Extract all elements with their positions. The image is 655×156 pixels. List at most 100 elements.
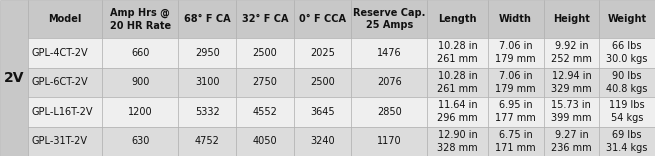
- Bar: [102, 38, 178, 68]
- Text: 2025: 2025: [310, 48, 335, 58]
- Text: Width: Width: [499, 14, 532, 24]
- Text: Reserve Cap.
25 Amps: Reserve Cap. 25 Amps: [353, 8, 426, 30]
- Text: 6.95 in
177 mm: 6.95 in 177 mm: [495, 100, 536, 123]
- Bar: [427, 97, 488, 127]
- Bar: [178, 97, 236, 127]
- Bar: [28, 127, 102, 156]
- Bar: [544, 0, 599, 38]
- Text: 0° F CCA: 0° F CCA: [299, 14, 346, 24]
- Bar: [0, 0, 28, 156]
- Text: 10.28 in
261 mm: 10.28 in 261 mm: [438, 71, 478, 94]
- Bar: [28, 68, 102, 97]
- Text: 12.94 in
329 mm: 12.94 in 329 mm: [551, 71, 591, 94]
- Text: 90 lbs
40.8 kgs: 90 lbs 40.8 kgs: [607, 71, 648, 94]
- Text: 2950: 2950: [195, 48, 219, 58]
- Text: 2076: 2076: [377, 77, 402, 87]
- Text: 4050: 4050: [252, 136, 277, 146]
- Bar: [599, 97, 655, 127]
- Bar: [544, 97, 599, 127]
- Text: 11.64 in
296 mm: 11.64 in 296 mm: [438, 100, 478, 123]
- Text: 4752: 4752: [195, 136, 219, 146]
- Text: 3645: 3645: [310, 107, 335, 117]
- Text: 7.06 in
179 mm: 7.06 in 179 mm: [495, 71, 536, 94]
- Text: 69 lbs
31.4 kgs: 69 lbs 31.4 kgs: [607, 130, 648, 153]
- Text: 2V: 2V: [4, 71, 24, 85]
- Bar: [488, 68, 544, 97]
- Bar: [488, 127, 544, 156]
- Bar: [236, 68, 293, 97]
- Bar: [28, 0, 102, 38]
- Bar: [293, 68, 351, 97]
- Bar: [427, 127, 488, 156]
- Bar: [488, 97, 544, 127]
- Text: Amp Hrs @
20 HR Rate: Amp Hrs @ 20 HR Rate: [110, 7, 171, 31]
- Bar: [178, 127, 236, 156]
- Bar: [427, 68, 488, 97]
- Text: 9.27 in
236 mm: 9.27 in 236 mm: [551, 130, 591, 153]
- Text: 630: 630: [131, 136, 149, 146]
- Bar: [293, 97, 351, 127]
- Bar: [102, 68, 178, 97]
- Text: 4552: 4552: [252, 107, 277, 117]
- Bar: [488, 38, 544, 68]
- Bar: [599, 38, 655, 68]
- Bar: [178, 0, 236, 38]
- Text: 5332: 5332: [195, 107, 219, 117]
- Text: 900: 900: [131, 77, 149, 87]
- Text: Height: Height: [553, 14, 590, 24]
- Text: 2500: 2500: [310, 77, 335, 87]
- Bar: [178, 38, 236, 68]
- Bar: [427, 0, 488, 38]
- Bar: [102, 127, 178, 156]
- Bar: [236, 127, 293, 156]
- Bar: [599, 127, 655, 156]
- Bar: [351, 127, 427, 156]
- Text: 2750: 2750: [252, 77, 277, 87]
- Bar: [544, 127, 599, 156]
- Text: 2500: 2500: [252, 48, 277, 58]
- Text: GPL-L16T-2V: GPL-L16T-2V: [32, 107, 94, 117]
- Bar: [599, 0, 655, 38]
- Bar: [102, 0, 178, 38]
- Bar: [236, 38, 293, 68]
- Bar: [351, 68, 427, 97]
- Text: 3100: 3100: [195, 77, 219, 87]
- Bar: [293, 127, 351, 156]
- Text: GPL-4CT-2V: GPL-4CT-2V: [32, 48, 88, 58]
- Text: 32° F CA: 32° F CA: [242, 14, 288, 24]
- Text: Model: Model: [48, 14, 82, 24]
- Text: Weight: Weight: [608, 14, 646, 24]
- Bar: [544, 68, 599, 97]
- Bar: [178, 68, 236, 97]
- Bar: [236, 97, 293, 127]
- Text: 10.28 in
261 mm: 10.28 in 261 mm: [438, 41, 478, 64]
- Text: Length: Length: [438, 14, 477, 24]
- Bar: [599, 68, 655, 97]
- Bar: [544, 38, 599, 68]
- Text: 9.92 in
252 mm: 9.92 in 252 mm: [551, 41, 592, 64]
- Text: GPL-31T-2V: GPL-31T-2V: [32, 136, 88, 146]
- Bar: [236, 0, 293, 38]
- Text: 1170: 1170: [377, 136, 402, 146]
- Bar: [28, 38, 102, 68]
- Text: 6.75 in
171 mm: 6.75 in 171 mm: [495, 130, 536, 153]
- Text: 1476: 1476: [377, 48, 402, 58]
- Bar: [351, 0, 427, 38]
- Bar: [427, 38, 488, 68]
- Text: 2850: 2850: [377, 107, 402, 117]
- Bar: [293, 38, 351, 68]
- Bar: [488, 0, 544, 38]
- Text: GPL-6CT-2V: GPL-6CT-2V: [32, 77, 88, 87]
- Bar: [351, 38, 427, 68]
- Bar: [351, 97, 427, 127]
- Text: 12.90 in
328 mm: 12.90 in 328 mm: [438, 130, 478, 153]
- Text: 1200: 1200: [128, 107, 153, 117]
- Text: 119 lbs
54 kgs: 119 lbs 54 kgs: [609, 100, 645, 123]
- Text: 7.06 in
179 mm: 7.06 in 179 mm: [495, 41, 536, 64]
- Bar: [102, 97, 178, 127]
- Bar: [293, 0, 351, 38]
- Text: 66 lbs
30.0 kgs: 66 lbs 30.0 kgs: [607, 41, 648, 64]
- Text: 660: 660: [131, 48, 149, 58]
- Text: 3240: 3240: [310, 136, 335, 146]
- Text: 15.73 in
399 mm: 15.73 in 399 mm: [551, 100, 591, 123]
